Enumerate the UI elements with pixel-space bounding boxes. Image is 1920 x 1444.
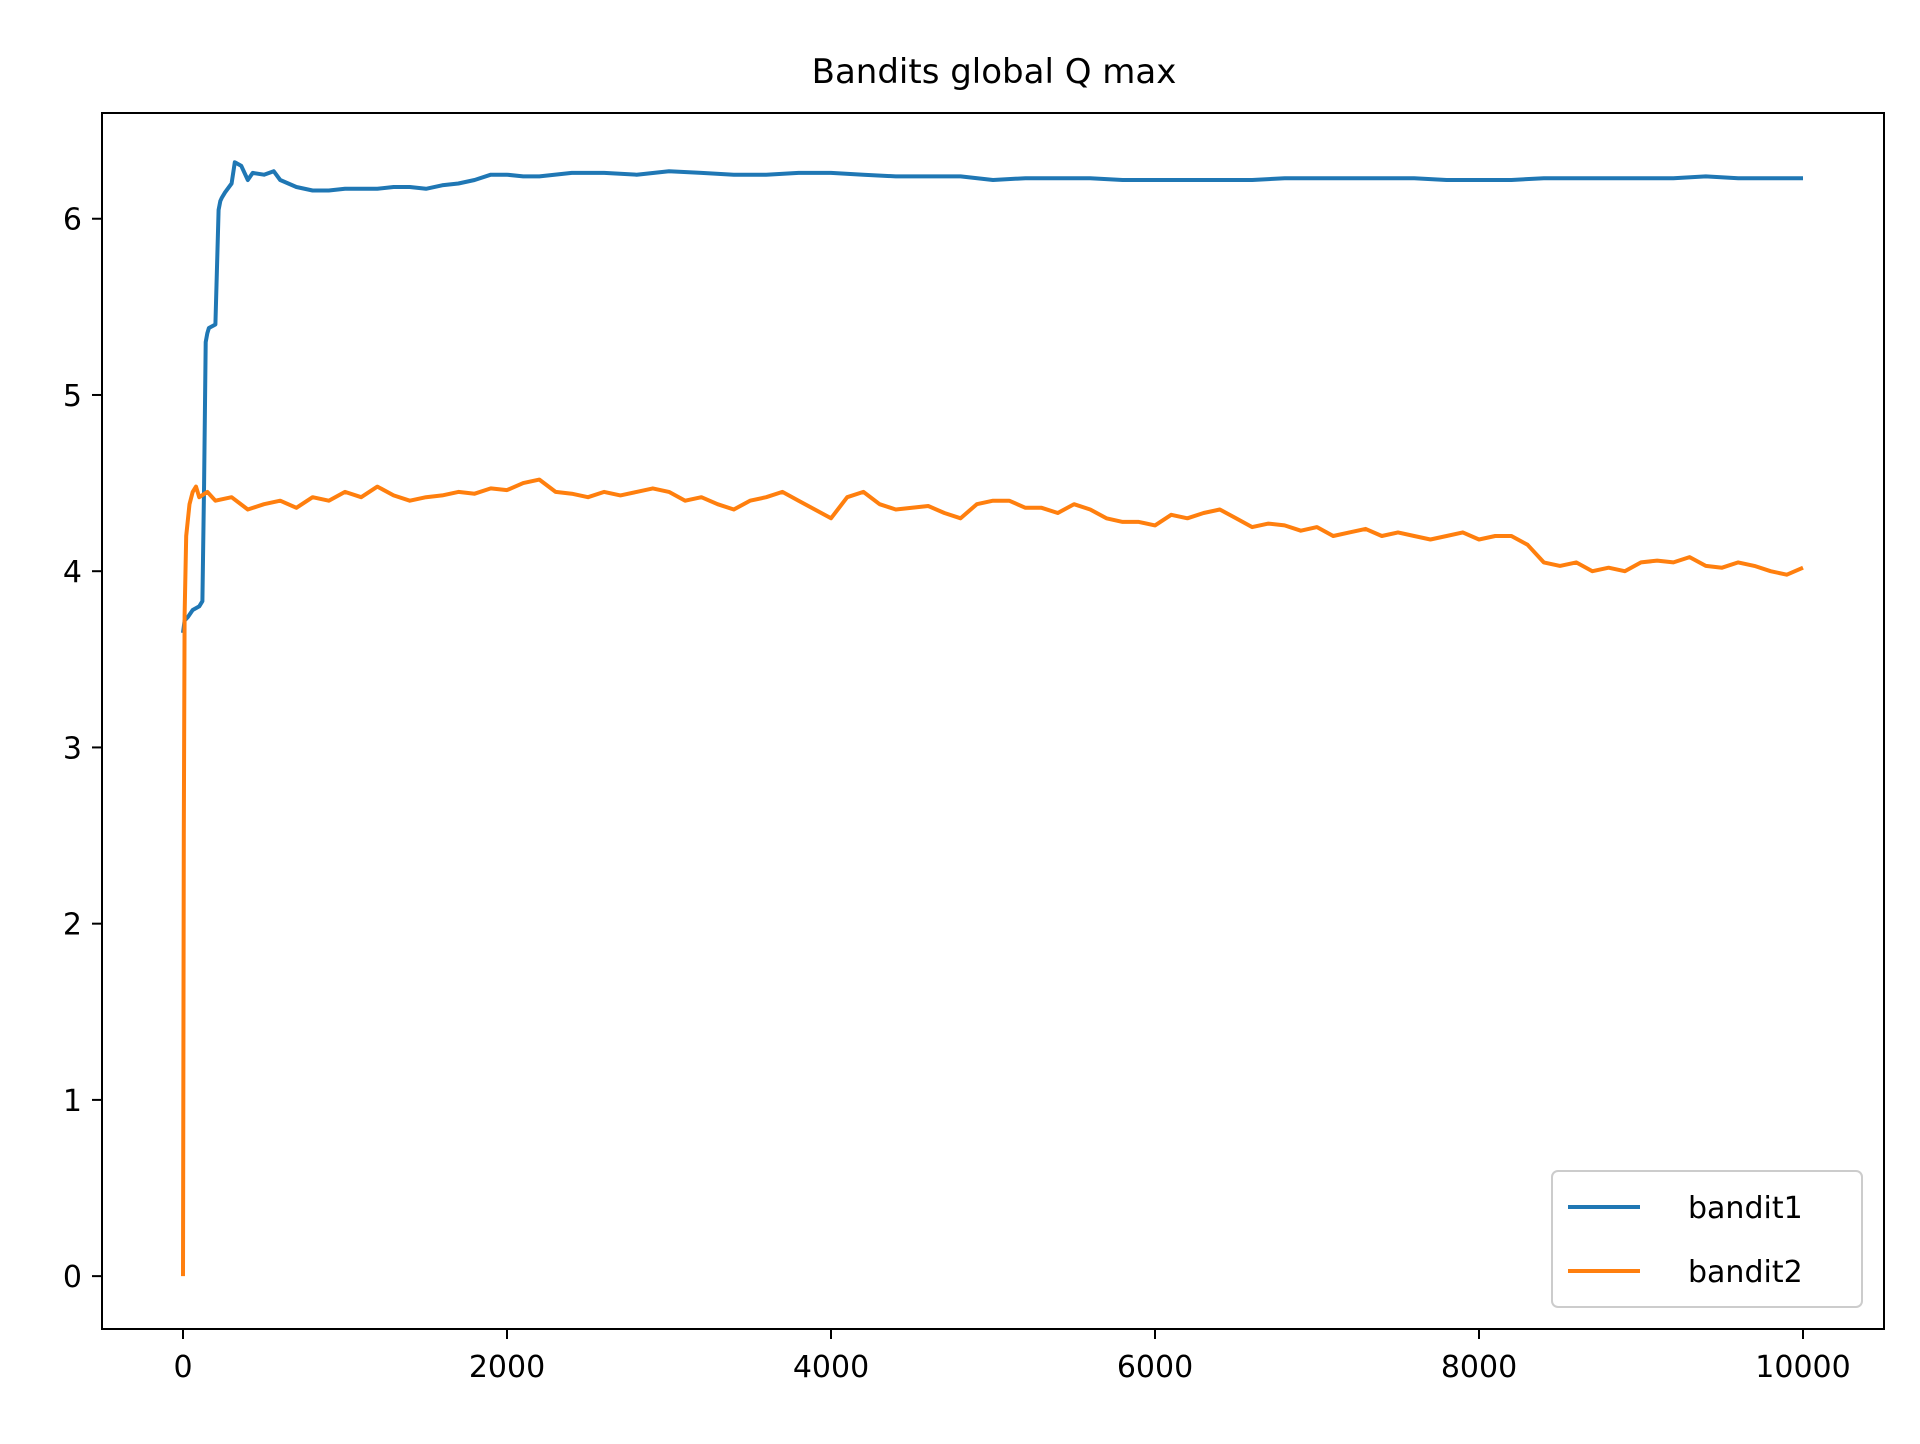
series-line-bandit1 xyxy=(181,160,1803,634)
x-tick-label: 0 xyxy=(173,1350,192,1385)
series-layer xyxy=(181,160,1804,1277)
y-tick-label: 4 xyxy=(63,555,82,590)
legend-label-bandit1: bandit1 xyxy=(1688,1191,1803,1226)
plot-frame xyxy=(101,112,1885,1330)
y-tick-label: 3 xyxy=(63,731,82,766)
series-line-bandit2 xyxy=(181,477,1804,1277)
x-tick-label: 10000 xyxy=(1755,1350,1850,1385)
axis-layer: 0 2000 4000 6000 8000 10000 0 1 2 3 4 5 6 xyxy=(63,203,1851,1385)
y-tick-label: 6 xyxy=(63,203,82,238)
x-tick-label: 2000 xyxy=(469,1350,545,1385)
y-tick-label: 1 xyxy=(63,1084,82,1119)
legend-label-bandit2: bandit2 xyxy=(1688,1255,1803,1290)
y-tick-label: 2 xyxy=(63,908,82,943)
y-tick-label: 5 xyxy=(63,379,82,414)
x-tick-label: 8000 xyxy=(1441,1350,1517,1385)
x-tick-label: 6000 xyxy=(1117,1350,1193,1385)
legend: bandit1 bandit2 xyxy=(1551,1170,1863,1308)
chart-title: Bandits global Q max xyxy=(812,52,1177,92)
y-tick-label: 0 xyxy=(63,1260,82,1295)
x-tick-label: 4000 xyxy=(793,1350,869,1385)
